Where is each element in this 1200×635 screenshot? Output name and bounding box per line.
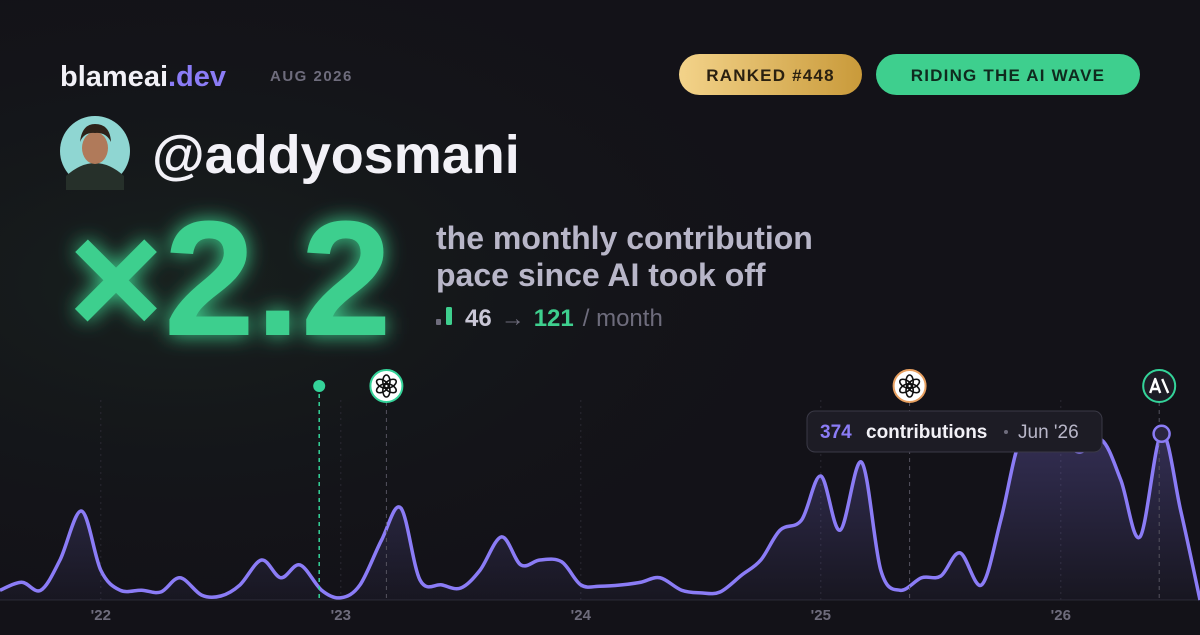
x-tick-label: '26 <box>1051 607 1071 624</box>
tooltip-date: Jun '26 <box>1018 422 1079 443</box>
avatar <box>60 116 130 190</box>
line <box>0 423 1200 601</box>
description-line: pace since AI took off <box>436 257 766 293</box>
pace-unit: / month <box>583 305 663 332</box>
event-icon-petal <box>375 378 390 390</box>
pace-line: 46 → 121 / month <box>465 305 663 332</box>
event-icon-ring <box>1142 369 1177 403</box>
brand-name: blameai <box>60 61 168 93</box>
pace-to: 121 <box>534 305 574 332</box>
event-icon-ring <box>369 369 404 403</box>
x-tick-label: '24 <box>571 607 592 624</box>
area <box>0 424 1200 600</box>
brand-suffix: .dev <box>168 61 226 93</box>
pace-icon <box>436 319 441 325</box>
wave-badge-text: RIDING THE AI WAVE <box>911 66 1105 85</box>
x-tick-label: '22 <box>91 607 111 624</box>
event-icon <box>892 369 927 403</box>
period: AUG 2026 <box>270 68 353 85</box>
rank-badge <box>679 54 862 95</box>
tooltip-value: 374 <box>820 422 852 443</box>
event-icon <box>1142 369 1177 403</box>
handle: @addyosmani <box>152 125 520 185</box>
wave-badge <box>876 54 1140 95</box>
pace-arrow: → <box>501 305 525 332</box>
pace-icon <box>446 307 452 325</box>
event-icon <box>369 369 404 403</box>
chart-overlay: 374 contributions Jun '26 <box>806 410 1103 453</box>
tooltip <box>806 410 1103 453</box>
brand: blameai.dev <box>60 61 226 93</box>
tooltip-separator <box>1004 430 1008 434</box>
event-icon-petal <box>898 378 913 390</box>
event-dot <box>313 380 326 392</box>
event-icon-glyph <box>1149 377 1170 394</box>
pace-from: 46 <box>465 305 492 332</box>
chart: '22 '23 '24 '25 '26 <box>0 369 1200 624</box>
description-line: the monthly contribution <box>436 220 813 256</box>
tooltip-label: contributions <box>866 422 987 443</box>
rank-badge-text: RANKED #448 <box>706 66 834 85</box>
multiplier: ×2.2 <box>68 187 392 370</box>
highlight-point <box>1152 424 1171 444</box>
event-icon-ring <box>892 369 927 403</box>
x-tick-label: '23 <box>331 607 351 624</box>
x-tick-label: '25 <box>811 607 831 624</box>
